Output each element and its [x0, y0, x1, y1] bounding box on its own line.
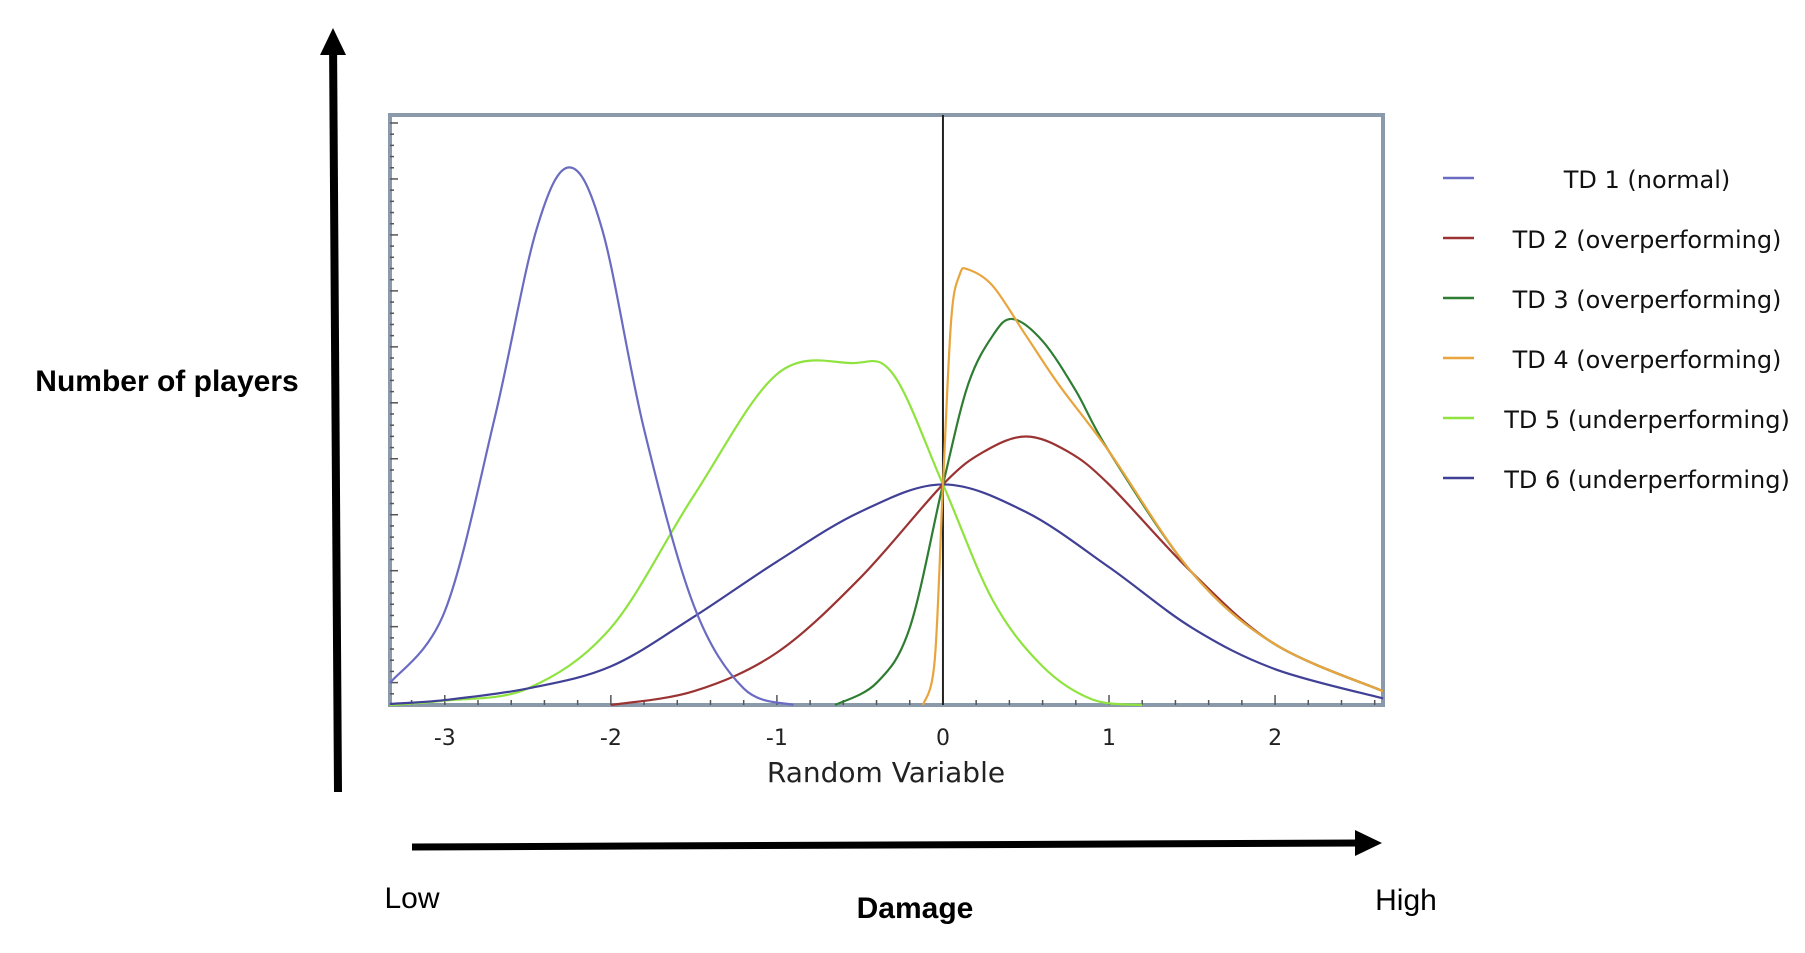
x-tick-label: -1: [766, 726, 788, 751]
plot-frame: [388, 113, 1385, 707]
x-tick-label: 2: [1268, 726, 1282, 751]
legend: TD 1 (normal) TD 2 (overperforming) TD 3 (…: [1443, 166, 1790, 494]
series-group: [389, 166, 1384, 707]
series-line-td4: [921, 267, 1384, 706]
x-axis-arrow: [411, 839, 1361, 851]
y-axis-arrowhead: [320, 28, 346, 55]
x-axis-arrowhead: [1355, 830, 1382, 856]
y-axis-ticks: [390, 122, 398, 706]
legend-label: TD 3 (overperforming): [1512, 286, 1782, 314]
legend-label: TD 1 (normal): [1563, 166, 1731, 194]
x-tick-label: -2: [600, 726, 622, 751]
high-label: High: [1375, 884, 1437, 917]
series-line-td1: [389, 166, 794, 707]
legend-label: TD 6 (underperforming): [1503, 466, 1790, 494]
x-axis-ticks: -3 -2 -1 0 1 2: [410, 695, 1376, 751]
x-tick-label: 1: [1102, 726, 1116, 751]
legend-label: TD 4 (overperforming): [1512, 346, 1782, 374]
y-axis-label: Number of players: [35, 365, 298, 398]
x-axis-title: Random Variable: [767, 756, 1005, 789]
series-line-td2: [610, 435, 1384, 707]
legend-label: TD 2 (overperforming): [1512, 226, 1782, 254]
y-axis-arrow: [329, 37, 342, 793]
x-tick-label: -3: [434, 726, 456, 751]
legend-label: TD 5 (underperforming): [1503, 406, 1790, 434]
x-axis-label: Damage: [857, 892, 974, 925]
series-line-td6: [389, 483, 1384, 705]
x-tick-label: 0: [936, 726, 950, 751]
low-label: Low: [384, 882, 439, 915]
series-line-td5: [389, 359, 1143, 707]
